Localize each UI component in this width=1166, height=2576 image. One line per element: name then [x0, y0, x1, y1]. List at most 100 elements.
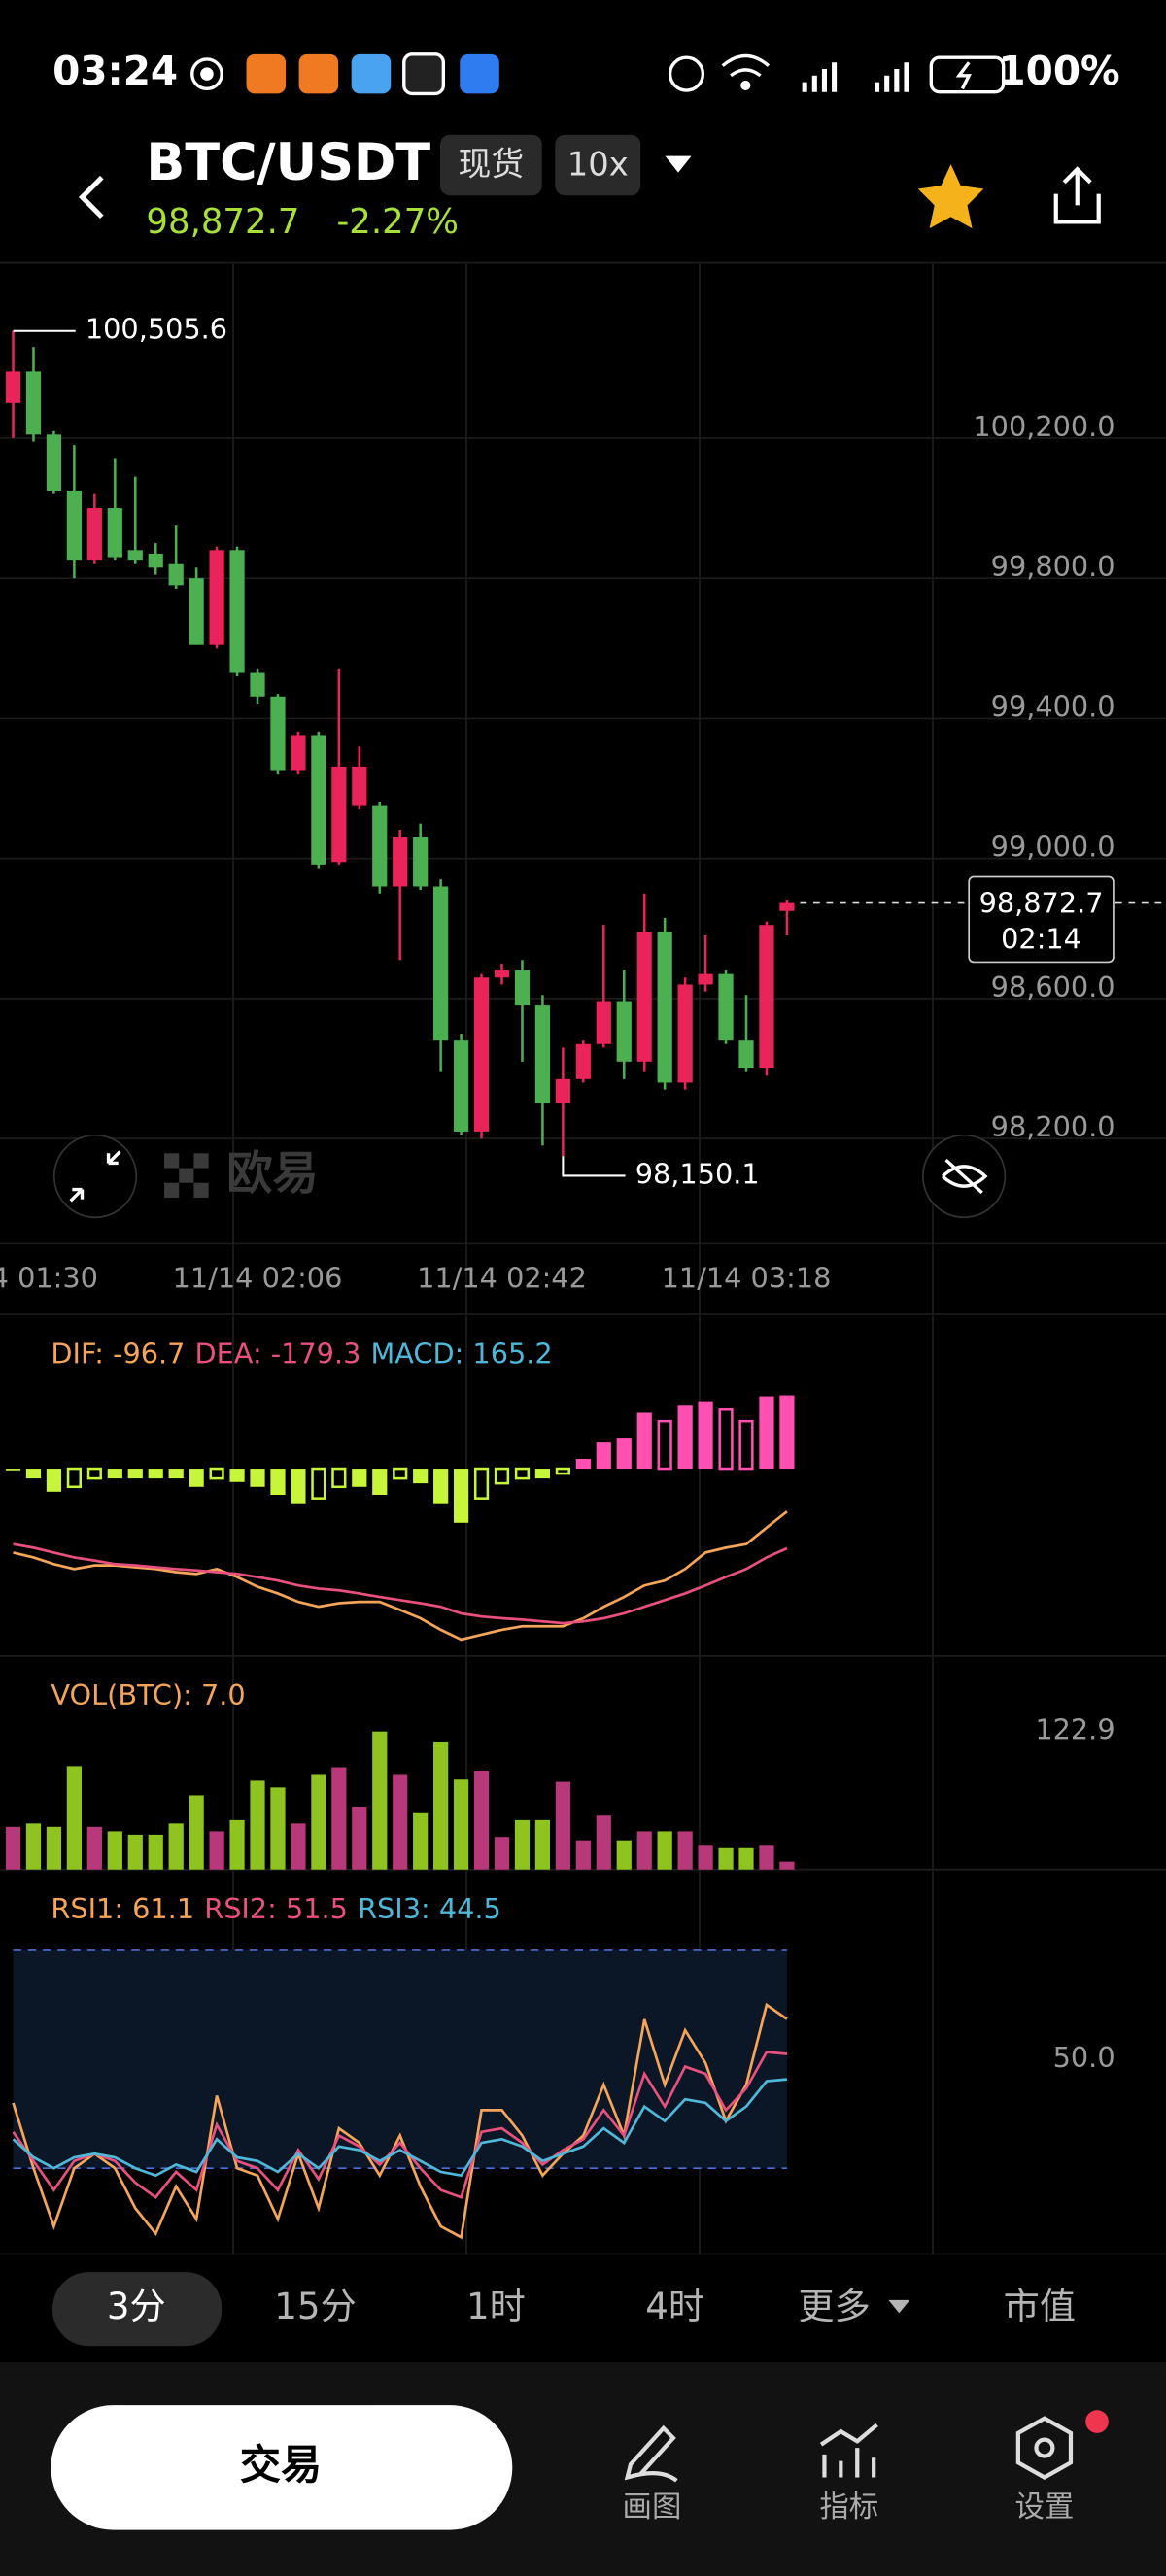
macd-line: [13, 1510, 788, 1642]
collapse-button[interactable]: [52, 1134, 138, 1219]
rsi-line: [12, 2002, 788, 2240]
volume-bar: [718, 1847, 734, 1870]
volume-bar: [433, 1741, 449, 1870]
nav-label: 设置: [1015, 2491, 1075, 2525]
volume-bar: [677, 1831, 693, 1870]
volume-bar: [66, 1766, 82, 1870]
macd-bar: [698, 1401, 713, 1470]
plots: 100,200.0 99,800.0 99,400.0 99,000.0 98,600.…: [0, 313, 1166, 2240]
volume-bar: [189, 1795, 204, 1870]
x-tick-label: 11/14 03:18: [662, 1262, 832, 1295]
timeframe-tab[interactable]: 4时: [645, 2285, 704, 2327]
header-price: 98,872.7: [146, 202, 299, 242]
annotation-line: [562, 1156, 626, 1177]
status-icons: [190, 52, 1006, 96]
volume-bar: [575, 1840, 591, 1870]
volume-bar: [636, 1831, 652, 1870]
macd-bar: [393, 1467, 408, 1480]
candle-body: [596, 1001, 611, 1044]
timeframe-tabs: 3分 15分 1时 4时 更多 市值: [107, 2285, 1076, 2327]
volume-bar: [698, 1845, 713, 1870]
volume-bar: [127, 1834, 143, 1870]
macd-bar: [229, 1469, 245, 1482]
macd-bar: [291, 1469, 306, 1504]
favorite-star[interactable]: [917, 164, 984, 229]
macd-bar: [189, 1469, 204, 1487]
macd-bar: [311, 1467, 326, 1500]
macd-bar: [352, 1469, 367, 1487]
volume-bar: [291, 1823, 306, 1870]
pair-dropdown[interactable]: [665, 155, 692, 173]
volume-bar: [5, 1826, 21, 1870]
indicator-icon[interactable]: [819, 2423, 878, 2478]
timeframe-tab[interactable]: 3分: [107, 2285, 166, 2327]
more-dropdown: [888, 2299, 910, 2314]
leverage-chip[interactable]: [555, 134, 641, 196]
candle-body: [636, 932, 652, 1062]
legend-label: RSI2: 51.5: [204, 1892, 348, 1925]
collapse-icon: [69, 1150, 121, 1203]
macd-bar: [514, 1467, 531, 1480]
back-button[interactable]: [78, 175, 104, 220]
candle-body: [718, 973, 734, 1041]
macd-bar: [413, 1469, 429, 1484]
settings-icon[interactable]: [1015, 2416, 1074, 2480]
macd-bar: [779, 1395, 795, 1470]
candle-body: [514, 970, 531, 1006]
pair-title[interactable]: BTC/USDT: [146, 133, 430, 192]
hide-icon: [941, 1158, 988, 1195]
macd-line: [13, 1542, 788, 1625]
macd-bar: [433, 1469, 449, 1504]
candle-body: [270, 696, 286, 771]
legend-label: DEA: -179.3: [195, 1337, 361, 1370]
candle-body: [575, 1043, 591, 1079]
x-tick-label: 11/14 02:42: [417, 1262, 587, 1295]
notification-dot: [1085, 2410, 1109, 2433]
leverage: 10x: [567, 145, 629, 183]
macd-bar: [168, 1469, 184, 1479]
volume-bar: [779, 1861, 795, 1870]
volume-bar: [229, 1819, 245, 1870]
volume-bar: [494, 1837, 510, 1870]
volume-bar: [738, 1847, 754, 1870]
candle-body: [453, 1040, 469, 1132]
macd-bar: [616, 1438, 632, 1470]
volume-bar: [250, 1780, 265, 1870]
volume-bar: [596, 1815, 611, 1870]
market-chip[interactable]: [439, 134, 542, 196]
macd-bar: [25, 1469, 42, 1479]
x-tick-label: 11/14 01:30: [0, 1262, 98, 1295]
y-tick-label: 100,200.0: [973, 410, 1115, 443]
rsi-line: [12, 2078, 788, 2178]
volume-bar: [453, 1779, 469, 1870]
y-tick-label: 50.0: [1053, 2041, 1115, 2074]
candle-body: [555, 1078, 570, 1104]
y-tick-label: 98,600.0: [991, 970, 1115, 1003]
timeframe-tab[interactable]: 15分: [274, 2285, 356, 2327]
candle-body: [209, 550, 224, 645]
timeframe-tab[interactable]: 更多: [798, 2285, 870, 2327]
volume-bar: [657, 1831, 672, 1870]
legend-label: MACD: 165.2: [371, 1337, 553, 1370]
share-button[interactable]: [1053, 166, 1101, 224]
trade-label: 交易: [240, 2441, 322, 2489]
candle-body: [250, 672, 265, 697]
timeframe-tab[interactable]: 1时: [466, 2285, 526, 2327]
candle-body: [657, 932, 672, 1083]
macd-bar: [534, 1469, 551, 1479]
annotation-label: 98,150.1: [635, 1157, 760, 1190]
draw-icon[interactable]: [624, 2424, 678, 2483]
legend-label: RSI3: 44.5: [358, 1892, 501, 1925]
trade-button[interactable]: [51, 2405, 513, 2530]
volume-bar: [148, 1834, 163, 1870]
timeframe-tab[interactable]: 市值: [1004, 2285, 1076, 2327]
volume-bar: [393, 1774, 408, 1870]
volume-bar: [514, 1819, 531, 1870]
annotation-label: 100,505.6: [86, 313, 227, 346]
candle-body: [393, 837, 408, 887]
volume-bar: [311, 1774, 326, 1870]
volume-bar: [86, 1826, 102, 1870]
y-tick-label: 122.9: [1035, 1713, 1115, 1746]
countdown: 02:14: [1001, 922, 1081, 955]
